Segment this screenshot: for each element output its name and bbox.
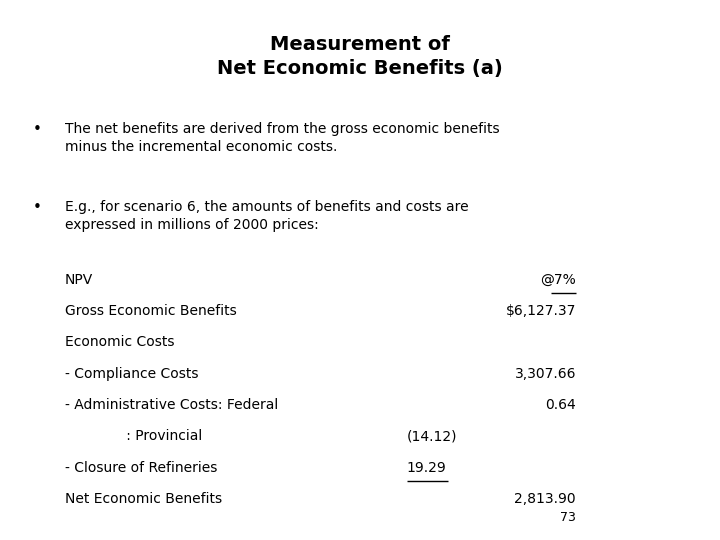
Text: Gross Economic Benefits: Gross Economic Benefits — [65, 304, 237, 318]
Text: E.g., for scenario 6, the amounts of benefits and costs are
expressed in million: E.g., for scenario 6, the amounts of ben… — [65, 200, 469, 232]
Text: - Administrative Costs: Federal: - Administrative Costs: Federal — [65, 398, 278, 412]
Text: 2,813.90: 2,813.90 — [514, 492, 576, 506]
Text: The net benefits are derived from the gross economic benefits
minus the incremen: The net benefits are derived from the gr… — [65, 122, 500, 154]
Text: Economic Costs: Economic Costs — [65, 335, 174, 349]
Text: •: • — [32, 122, 41, 137]
Text: @7%: @7% — [540, 273, 576, 287]
Text: - Compliance Costs: - Compliance Costs — [65, 367, 198, 381]
Text: 73: 73 — [560, 511, 576, 524]
Text: •: • — [32, 200, 41, 215]
Text: (14.12): (14.12) — [407, 429, 457, 443]
Text: Measurement of
Net Economic Benefits (a): Measurement of Net Economic Benefits (a) — [217, 35, 503, 78]
Text: : Provincial: : Provincial — [65, 429, 202, 443]
Text: NPV: NPV — [65, 273, 93, 287]
Text: 19.29: 19.29 — [407, 461, 446, 475]
Text: 3,307.66: 3,307.66 — [515, 367, 576, 381]
Text: - Closure of Refineries: - Closure of Refineries — [65, 461, 217, 475]
Text: Net Economic Benefits: Net Economic Benefits — [65, 492, 222, 506]
Text: 0.64: 0.64 — [545, 398, 576, 412]
Text: $6,127.37: $6,127.37 — [505, 304, 576, 318]
